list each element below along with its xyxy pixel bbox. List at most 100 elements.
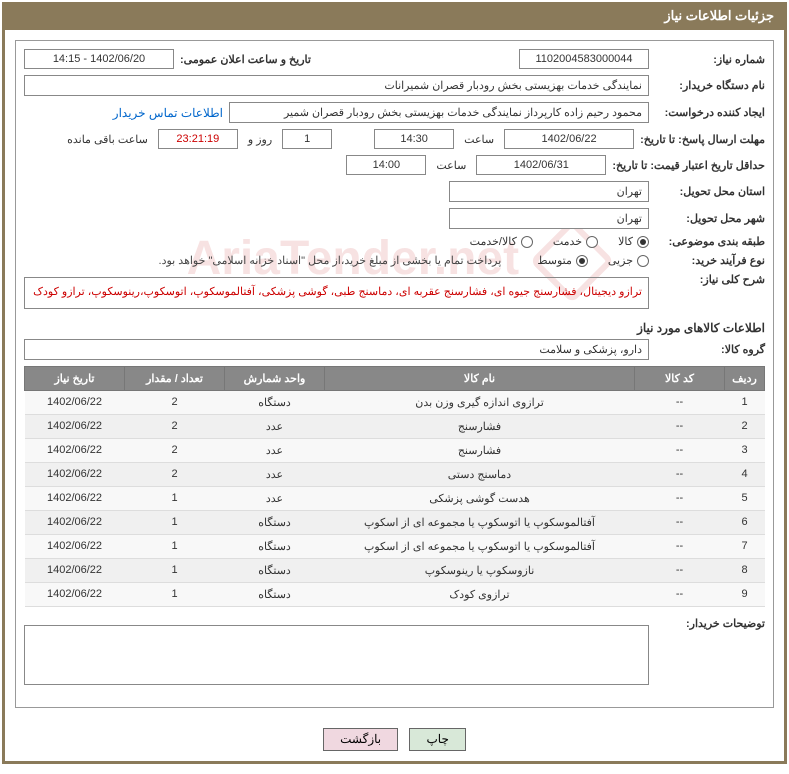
- row-goods-group: گروه کالا: دارو، پزشکی و سلامت: [24, 339, 765, 360]
- items-table: ردیف کد کالا نام کالا واحد شمارش تعداد /…: [24, 366, 765, 607]
- cell-code: --: [635, 486, 725, 510]
- th-code: کد کالا: [635, 366, 725, 390]
- field-remaining-time: 23:21:19: [158, 129, 238, 149]
- field-deadline-date: 1402/06/22: [504, 129, 634, 149]
- cell-unit: دستگاه: [225, 390, 325, 414]
- section-items-title: اطلاعات کالاهای مورد نیاز: [24, 321, 765, 335]
- table-row: 8--نازوسکوپ یا رینوسکوپدستگاه11402/06/22: [25, 558, 765, 582]
- radio-icon: [637, 255, 649, 267]
- row-process: نوع فرآیند خرید: جزیی متوسط پرداخت تمام …: [24, 254, 765, 267]
- cell-name: دماسنج دستی: [325, 462, 635, 486]
- label-hour-1: ساعت: [460, 133, 498, 146]
- radio-cat-goods[interactable]: کالا: [618, 235, 649, 248]
- cell-qty: 2: [125, 390, 225, 414]
- cell-unit: عدد: [225, 414, 325, 438]
- label-category: طبقه بندی موضوعی:: [655, 235, 765, 248]
- radio-icon: [576, 255, 588, 267]
- cell-qty: 2: [125, 438, 225, 462]
- cell-code: --: [635, 582, 725, 606]
- label-remaining: ساعت باقی مانده: [63, 133, 152, 146]
- cell-n: 5: [725, 486, 765, 510]
- cell-code: --: [635, 414, 725, 438]
- radio-proc-medium[interactable]: متوسط: [537, 254, 588, 267]
- cell-qty: 2: [125, 462, 225, 486]
- radio-group-category: کالا خدمت کالا/خدمت: [470, 235, 649, 248]
- label-deadline: مهلت ارسال پاسخ: تا تاریخ:: [640, 133, 765, 146]
- table-row: 7--آفتالموسکوپ یا اتوسکوپ یا مجموعه ای ا…: [25, 534, 765, 558]
- cell-n: 1: [725, 390, 765, 414]
- row-city: شهر محل تحویل: تهران: [24, 208, 765, 229]
- label-need-number: شماره نیاز:: [655, 53, 765, 66]
- cell-date: 1402/06/22: [25, 462, 125, 486]
- label-buyer-notes: توضیحات خریدار:: [655, 617, 765, 630]
- cell-name: هدست گوشی پزشکی: [325, 486, 635, 510]
- cell-unit: دستگاه: [225, 534, 325, 558]
- label-goods-group: گروه کالا:: [655, 343, 765, 356]
- radio-icon: [586, 236, 598, 248]
- label-announce-dt: تاریخ و ساعت اعلان عمومی:: [180, 53, 311, 66]
- radio-cat-both[interactable]: کالا/خدمت: [470, 235, 533, 248]
- row-need-number: شماره نیاز: 1102004583000044 تاریخ و ساع…: [24, 49, 765, 69]
- back-button[interactable]: بازگشت: [323, 728, 398, 751]
- th-unit: واحد شمارش: [225, 366, 325, 390]
- cell-name: فشارسنج: [325, 438, 635, 462]
- button-row: چاپ بازگشت: [5, 718, 784, 761]
- radio-proc-minor[interactable]: جزیی: [608, 254, 649, 267]
- cell-date: 1402/06/22: [25, 414, 125, 438]
- cell-unit: عدد: [225, 462, 325, 486]
- cell-qty: 1: [125, 582, 225, 606]
- label-process: نوع فرآیند خرید:: [655, 254, 765, 267]
- row-price-validity: حداقل تاریخ اعتبار قیمت: تا تاریخ: 1402/…: [24, 155, 765, 175]
- field-pv-date: 1402/06/31: [476, 155, 606, 175]
- table-row: 9--ترازوی کودکدستگاه11402/06/22: [25, 582, 765, 606]
- field-goods-group: دارو، پزشکی و سلامت: [24, 339, 649, 360]
- cell-name: آفتالموسکوپ یا اتوسکوپ یا مجموعه ای از ا…: [325, 510, 635, 534]
- cell-qty: 1: [125, 486, 225, 510]
- field-pv-time: 14:00: [346, 155, 426, 175]
- cell-code: --: [635, 390, 725, 414]
- field-announce-dt: 1402/06/20 - 14:15: [24, 49, 174, 69]
- cell-date: 1402/06/22: [25, 582, 125, 606]
- cell-n: 7: [725, 534, 765, 558]
- cell-code: --: [635, 462, 725, 486]
- cell-unit: دستگاه: [225, 510, 325, 534]
- field-city: تهران: [449, 208, 649, 229]
- cell-n: 9: [725, 582, 765, 606]
- row-requester: ایجاد کننده درخواست: محمود رحیم زاده کار…: [24, 102, 765, 123]
- radio-cat-service[interactable]: خدمت: [553, 235, 598, 248]
- cell-name: ترازوی کودک: [325, 582, 635, 606]
- radio-icon: [521, 236, 533, 248]
- label-hour-2: ساعت: [432, 159, 470, 172]
- radio-group-process: جزیی متوسط: [537, 254, 649, 267]
- cell-date: 1402/06/22: [25, 534, 125, 558]
- label-province: استان محل تحویل:: [655, 185, 765, 198]
- label-buyer: نام دستگاه خریدار:: [655, 79, 765, 92]
- cell-n: 2: [725, 414, 765, 438]
- cell-unit: دستگاه: [225, 582, 325, 606]
- print-button[interactable]: چاپ: [409, 728, 465, 751]
- th-name: نام کالا: [325, 366, 635, 390]
- cell-n: 8: [725, 558, 765, 582]
- cell-code: --: [635, 534, 725, 558]
- cell-qty: 2: [125, 414, 225, 438]
- label-general-desc: شرح کلی نیاز:: [655, 273, 765, 286]
- field-general-desc: ترازو دیجیتال، فشارسنج جیوه ای، فشارسنج …: [24, 277, 649, 309]
- row-deadline: مهلت ارسال پاسخ: تا تاریخ: 1402/06/22 سا…: [24, 129, 765, 149]
- buyer-contact-link[interactable]: اطلاعات تماس خریدار: [113, 106, 223, 120]
- table-header-row: ردیف کد کالا نام کالا واحد شمارش تعداد /…: [25, 366, 765, 390]
- field-buyer: نمایندگی خدمات بهزیستی بخش رودبار قصران …: [24, 75, 649, 96]
- cell-qty: 1: [125, 558, 225, 582]
- th-date: تاریخ نیاز: [25, 366, 125, 390]
- cell-name: نازوسکوپ یا رینوسکوپ: [325, 558, 635, 582]
- cell-name: فشارسنج: [325, 414, 635, 438]
- row-buyer-notes: توضیحات خریدار:: [24, 617, 765, 693]
- row-general-desc: شرح کلی نیاز: ترازو دیجیتال، فشارسنج جیو…: [24, 273, 765, 313]
- panel-header: جزئیات اطلاعات نیاز: [5, 2, 784, 30]
- field-province: تهران: [449, 181, 649, 202]
- cell-code: --: [635, 510, 725, 534]
- cell-name: آفتالموسکوپ یا اتوسکوپ یا مجموعه ای از ا…: [325, 534, 635, 558]
- cell-date: 1402/06/22: [25, 438, 125, 462]
- field-need-number: 1102004583000044: [519, 49, 649, 69]
- row-buyer: نام دستگاه خریدار: نمایندگی خدمات بهزیست…: [24, 75, 765, 96]
- cell-name: ترازوی اندازه گیری وزن بدن: [325, 390, 635, 414]
